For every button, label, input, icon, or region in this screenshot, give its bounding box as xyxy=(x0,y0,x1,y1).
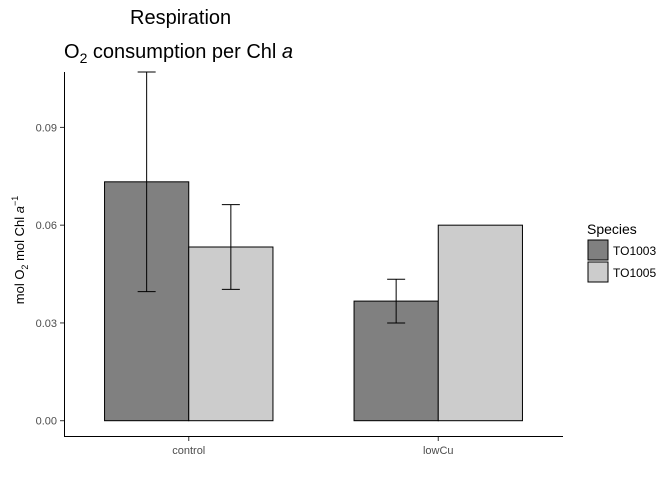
legend-swatch-TO1003 xyxy=(587,239,609,261)
plot-area xyxy=(104,71,523,422)
x-tick-label: control xyxy=(172,445,205,457)
y-tick-label: 0.06 xyxy=(36,220,57,232)
legend-label-TO1005: TO1005 xyxy=(613,266,656,280)
legend-title: Species xyxy=(587,221,637,237)
bar-TO1005-lowCu xyxy=(437,224,523,422)
y-tick-label: 0.09 xyxy=(36,122,57,134)
x-axis: control lowCu xyxy=(172,437,454,457)
x-tick-label: lowCu xyxy=(423,445,454,457)
y-tick-label: 0.03 xyxy=(36,318,57,330)
legend: Species TO1003 TO1005 xyxy=(587,221,656,283)
legend-label-TO1003: TO1003 xyxy=(613,244,656,258)
y-axis-title: mol O2 mol Chl a−1 xyxy=(10,196,30,304)
chart-subtitle: O2 consumption per Chl a xyxy=(64,41,293,66)
legend-swatch-TO1005 xyxy=(587,261,609,283)
chart-title: Respiration xyxy=(130,7,231,29)
y-tick-label: 0.00 xyxy=(36,416,57,428)
y-axis: 0.00 0.03 0.06 0.09 xyxy=(36,122,64,428)
